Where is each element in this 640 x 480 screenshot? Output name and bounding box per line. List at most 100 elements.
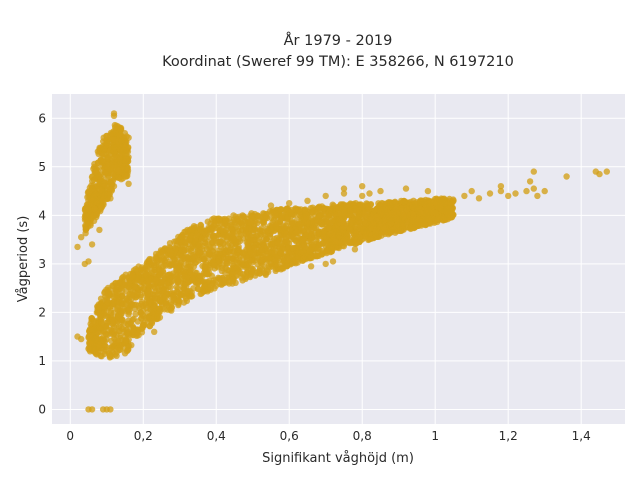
band-point xyxy=(159,296,166,303)
band-point xyxy=(306,248,313,255)
band-point xyxy=(104,299,112,306)
data-point xyxy=(450,197,457,204)
band-point xyxy=(239,261,247,268)
data-point xyxy=(413,204,421,212)
band-point xyxy=(150,259,158,267)
band-point xyxy=(335,210,342,217)
band-point xyxy=(142,271,150,278)
band-point xyxy=(115,279,122,287)
data-point xyxy=(377,207,384,214)
band-point xyxy=(115,174,122,181)
band-point xyxy=(303,219,310,226)
band-point xyxy=(341,240,349,247)
band-point xyxy=(263,236,270,243)
band-point xyxy=(88,315,96,322)
band-point xyxy=(351,202,358,209)
band-point xyxy=(300,234,308,241)
data-point xyxy=(110,112,118,120)
band-point xyxy=(187,245,194,252)
band-point xyxy=(433,200,440,207)
data-point xyxy=(121,158,129,166)
band-point xyxy=(434,215,441,222)
band-point xyxy=(375,217,383,224)
band-point xyxy=(143,262,150,269)
band-point xyxy=(398,221,406,229)
y-tick-label: 1 xyxy=(38,354,46,368)
band-point xyxy=(357,224,365,231)
band-point xyxy=(387,220,395,227)
band-point xyxy=(292,205,299,212)
y-tick-label: 2 xyxy=(38,305,46,319)
band-point xyxy=(323,218,330,225)
band-point xyxy=(272,211,279,219)
band-point xyxy=(101,310,108,317)
band-point xyxy=(173,283,180,291)
data-point xyxy=(88,406,96,413)
band-point xyxy=(332,244,339,251)
band-point xyxy=(314,252,321,260)
data-point xyxy=(307,263,315,270)
band-point xyxy=(143,296,151,304)
band-point xyxy=(87,334,94,341)
band-point xyxy=(211,252,218,259)
band-point xyxy=(336,205,343,212)
band-point xyxy=(145,287,152,295)
band-point xyxy=(146,322,153,330)
band-point xyxy=(289,244,297,252)
band-point xyxy=(98,314,106,322)
band-point xyxy=(308,227,315,234)
band-point xyxy=(348,218,355,226)
band-point xyxy=(246,225,253,232)
band-point xyxy=(427,220,434,227)
band-point xyxy=(210,233,217,240)
band-point xyxy=(248,257,255,264)
band-point xyxy=(114,306,121,313)
band-point xyxy=(188,232,196,239)
band-point xyxy=(106,352,114,359)
band-point xyxy=(82,230,89,237)
band-point xyxy=(249,265,256,272)
y-tick-label: 5 xyxy=(38,160,46,174)
band-point xyxy=(330,237,337,244)
band-point xyxy=(201,266,209,273)
data-point xyxy=(563,173,570,180)
band-point xyxy=(128,291,135,298)
band-point xyxy=(164,279,171,287)
data-point xyxy=(497,183,505,190)
band-point xyxy=(129,316,136,323)
data-point xyxy=(395,207,402,214)
band-point xyxy=(216,250,223,257)
band-point xyxy=(233,271,241,278)
band-point xyxy=(100,159,107,166)
band-point xyxy=(127,270,134,278)
band-point xyxy=(132,265,139,273)
band-point xyxy=(222,218,229,225)
band-point xyxy=(286,226,294,233)
band-point xyxy=(177,276,185,283)
band-point xyxy=(223,260,231,267)
band-point xyxy=(365,226,372,234)
band-point xyxy=(329,217,336,224)
data-point xyxy=(129,328,136,335)
y-axis-ticks: 0 1 2 3 4 5 6 xyxy=(38,111,46,416)
band-point xyxy=(104,290,112,297)
band-point xyxy=(442,208,450,215)
band-point xyxy=(282,233,290,240)
band-point xyxy=(277,250,285,257)
band-point xyxy=(162,262,169,269)
band-point xyxy=(162,301,170,308)
band-point xyxy=(182,295,190,302)
data-point xyxy=(322,192,329,200)
x-tick-label: 0,8 xyxy=(353,429,372,443)
band-point xyxy=(325,207,333,214)
data-point xyxy=(596,170,603,178)
band-point xyxy=(153,276,160,284)
band-point xyxy=(82,212,89,219)
band-point xyxy=(312,237,320,244)
x-tick-label: 0,6 xyxy=(280,429,299,443)
band-point xyxy=(143,314,150,322)
data-point xyxy=(286,200,293,207)
band-point xyxy=(185,255,192,263)
data-point xyxy=(107,406,114,413)
band-point xyxy=(385,199,393,206)
